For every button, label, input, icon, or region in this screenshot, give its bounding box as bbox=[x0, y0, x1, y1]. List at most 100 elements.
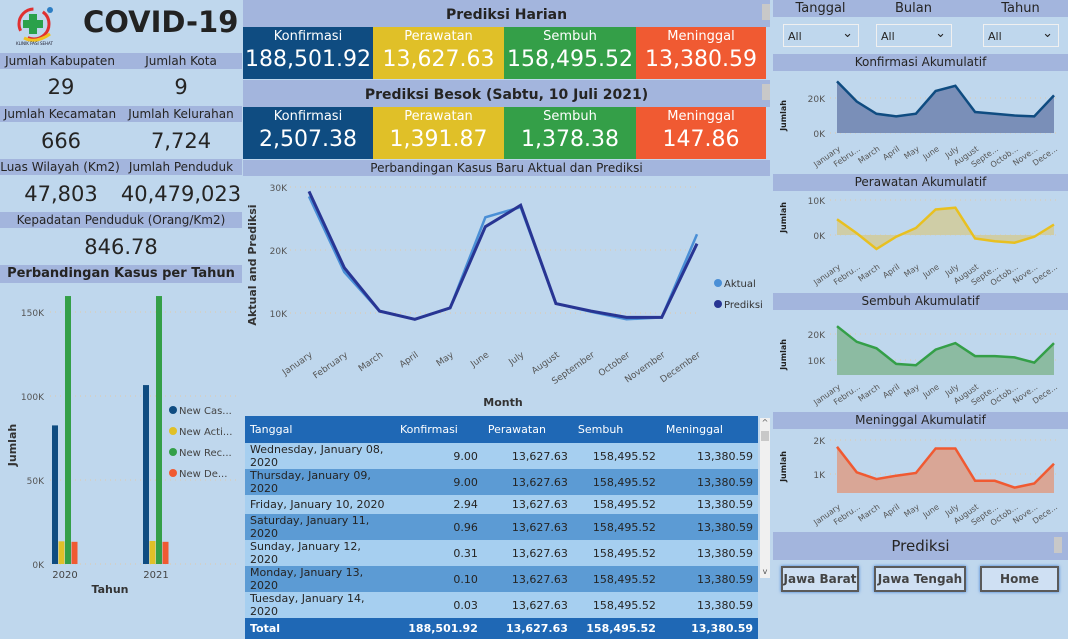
card-label: Sembuh bbox=[543, 29, 597, 44]
x-tick-label: April bbox=[881, 144, 901, 162]
scroll-down-icon[interactable]: v bbox=[762, 567, 768, 576]
legend-label: New Rec... bbox=[179, 448, 232, 459]
konf-area bbox=[837, 81, 1054, 133]
filter-dropdown-tahun[interactable]: All ⌄ bbox=[983, 24, 1059, 47]
y-axis-title: Jumlah bbox=[779, 339, 788, 371]
semb-line bbox=[836, 325, 1055, 367]
card-value: 2,507.38 bbox=[259, 127, 357, 152]
scroll-thumb[interactable] bbox=[761, 431, 769, 441]
x-tick-label: April bbox=[881, 262, 901, 280]
prediksi-nav-title: Prediksi bbox=[773, 532, 1068, 560]
jawa-barat-button[interactable]: Jawa Barat bbox=[781, 566, 859, 592]
table-row[interactable]: Thursday, January 09, 2020 9.00 13,627.63 1… bbox=[245, 469, 758, 495]
total-cell: 188,501.92 bbox=[395, 618, 483, 639]
filter-header bbox=[773, 0, 1068, 17]
jawa-tengah-button[interactable]: Jawa Tengah bbox=[874, 566, 966, 592]
col-konfirmasi[interactable]: Konfirmasi bbox=[395, 416, 483, 443]
x-tick-label: March bbox=[856, 144, 881, 165]
men-area bbox=[837, 446, 1054, 493]
table-cell: 13,380.59 bbox=[660, 443, 758, 469]
x-tick-label: March bbox=[357, 350, 385, 374]
charts-layer: 0K 50K 100K 150K 2020 2021 Tahun Jumlah New Cas.… bbox=[6, 80, 1059, 596]
y-tick-label: 0K bbox=[813, 130, 826, 140]
bar-2020-1 bbox=[58, 541, 65, 564]
bar-2021-3 bbox=[162, 541, 169, 564]
table-cell: 13,627.63 bbox=[482, 540, 573, 566]
card-label: Perawatan bbox=[404, 29, 473, 44]
besok-scrollbar[interactable] bbox=[762, 84, 770, 100]
bar-2020-2 bbox=[65, 296, 71, 564]
table-cell: Saturday, January 11, 2020 bbox=[245, 514, 395, 540]
filter-dropdown-bulan[interactable]: All ⌄ bbox=[876, 24, 952, 47]
card-label: Konfirmasi bbox=[273, 29, 343, 44]
col-meninggal[interactable]: Meninggal bbox=[660, 416, 758, 443]
legend-label: New Cas... bbox=[179, 406, 232, 417]
home-button[interactable]: Home bbox=[980, 566, 1059, 592]
card-label: Sembuh bbox=[543, 109, 597, 124]
total-cell: Total bbox=[245, 618, 395, 639]
y-tick-label: 0K bbox=[813, 232, 826, 242]
x-tick-label: June bbox=[921, 502, 941, 520]
stat-value-penduduk: 40,479,023 bbox=[120, 182, 242, 206]
x-tick-label: February bbox=[312, 350, 351, 381]
card-value: 158,495.52 bbox=[507, 47, 633, 72]
y-tick-label: 20K bbox=[808, 331, 826, 341]
table-cell: 13,380.59 bbox=[660, 566, 758, 592]
table-row[interactable]: Monday, January 13, 2020 0.10 13,627.63 158… bbox=[245, 566, 758, 592]
series-line-prediksi bbox=[307, 190, 699, 321]
card-label: Meninggal bbox=[667, 109, 735, 124]
table-cell: 158,495.52 bbox=[572, 566, 661, 592]
col-tanggal[interactable]: Tanggal bbox=[245, 416, 395, 443]
harian-scrollbar[interactable] bbox=[762, 4, 770, 20]
app-title: COVID-19 bbox=[83, 5, 239, 39]
logo: KLINIK PASI SEHAT bbox=[14, 4, 58, 46]
dropdown-value: All bbox=[881, 30, 895, 43]
col-sembuh[interactable]: Sembuh bbox=[572, 416, 661, 443]
table-scrollbar[interactable]: ^ v bbox=[760, 418, 770, 578]
table-row[interactable]: Friday, January 10, 2020 2.94 13,627.63 158… bbox=[245, 495, 758, 514]
stat-label-kelurahan: Jumlah Kelurahan bbox=[120, 106, 242, 122]
table-row[interactable]: Wednesday, January 08, 2020 9.00 13,627.63… bbox=[245, 443, 758, 469]
legend-label: New Acti... bbox=[179, 427, 232, 438]
y-tick-label: 0K bbox=[32, 561, 45, 571]
table-cell: 13,380.59 bbox=[660, 540, 758, 566]
total-cell: 13,627.63 bbox=[482, 618, 573, 639]
semb-area bbox=[837, 326, 1054, 375]
x-axis-title: Month bbox=[483, 396, 522, 409]
scroll-up-icon[interactable]: ^ bbox=[761, 418, 769, 427]
chevron-down-icon: ⌄ bbox=[842, 26, 853, 41]
table-cell: Sunday, January 12, 2020 bbox=[245, 540, 395, 566]
x-tick-label: June bbox=[921, 262, 941, 280]
card-value: 13,627.63 bbox=[382, 47, 495, 72]
x-axis-title: Tahun bbox=[91, 583, 128, 596]
harian-card-perawatan: Perawatan 13,627.63 bbox=[373, 27, 504, 79]
harian-card-meninggal: Meninggal 13,380.59 bbox=[636, 27, 766, 79]
legend-marker bbox=[169, 427, 177, 435]
table-cell: 0.96 bbox=[395, 514, 483, 540]
stat-value-kecamatan: 666 bbox=[40, 129, 82, 153]
legend-marker bbox=[169, 406, 177, 414]
besok-card-sembuh: Sembuh 1,378.38 bbox=[504, 107, 636, 159]
prediksi-scrollbar[interactable] bbox=[1054, 537, 1062, 553]
col-perawatan[interactable]: Perawatan bbox=[482, 416, 573, 443]
legend-marker bbox=[169, 448, 177, 456]
x-tick-label: April bbox=[398, 350, 421, 370]
y-axis-title: Aktual and Prediksi bbox=[246, 204, 259, 325]
table-row[interactable]: Sunday, January 12, 2020 0.31 13,627.63 158… bbox=[245, 540, 758, 566]
y-tick-label: 50K bbox=[27, 477, 45, 487]
x-tick-label: April bbox=[881, 382, 901, 400]
y-tick-label: 100K bbox=[21, 393, 45, 403]
legend-marker bbox=[714, 279, 722, 287]
table-row[interactable]: Saturday, January 11, 2020 0.96 13,627.63 1… bbox=[245, 514, 758, 540]
table-cell: 2.94 bbox=[395, 495, 483, 514]
filter-dropdown-tanggal[interactable]: All ⌄ bbox=[783, 24, 859, 47]
peraw-line bbox=[836, 206, 1055, 251]
line-chart-title: Perbandingan Kasus Baru Aktual dan Predi… bbox=[243, 160, 770, 176]
x-tick-label: December bbox=[659, 350, 703, 385]
bar-2021-2 bbox=[156, 296, 162, 564]
x-tick-label: January bbox=[280, 350, 315, 379]
y-tick-label: 1K bbox=[813, 471, 826, 481]
besok-card-perawatan: Perawatan 1,391.87 bbox=[373, 107, 504, 159]
stat-value-kota: 9 bbox=[174, 75, 188, 99]
table-cell: 158,495.52 bbox=[572, 469, 661, 495]
